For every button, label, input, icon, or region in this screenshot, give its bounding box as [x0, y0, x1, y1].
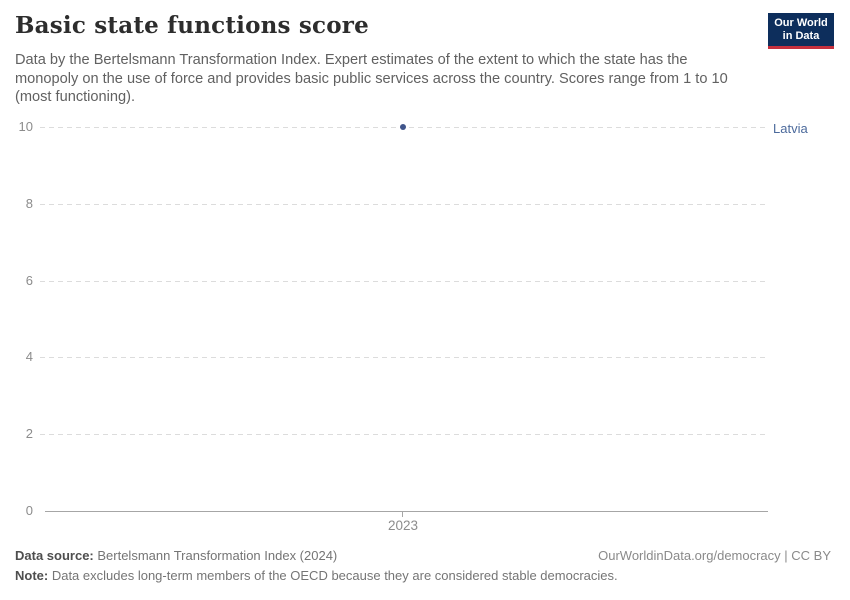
footer-note-line: Note: Data excludes long-term members of…: [15, 568, 618, 583]
x-axis-line: [45, 511, 768, 512]
chart-subtitle: Data by the Bertelsmann Transformation I…: [15, 52, 728, 105]
y-axis-tick-label: 2: [25, 426, 33, 441]
note-text: Data excludes long-term members of the O…: [48, 568, 618, 583]
owid-logo[interactable]: Our World in Data: [768, 13, 834, 49]
gridline: [40, 434, 768, 435]
y-axis-tick-label: 0: [25, 503, 33, 518]
source-text: Bertelsmann Transformation Index (2024): [93, 548, 338, 563]
x-axis-tick-label: 2023: [387, 518, 419, 533]
y-axis-tick-label: 8: [25, 196, 33, 211]
gridline: [40, 281, 768, 282]
gridline: [40, 357, 768, 358]
data-point-latvia-2023[interactable]: [400, 124, 406, 130]
gridline: [40, 204, 768, 205]
y-axis-tick-label: 6: [25, 273, 33, 288]
y-axis-tick-label: 10: [18, 119, 33, 134]
owid-logo-line2: in Data: [782, 30, 820, 42]
page-title: Basic state functions score: [15, 12, 369, 39]
footer-source-line: Data source: Bertelsmann Transformation …: [15, 548, 337, 563]
owid-logo-line1: Our World: [774, 17, 828, 29]
source-label: Data source:: [15, 548, 94, 563]
note-label: Note:: [15, 568, 49, 583]
entity-label-latvia[interactable]: Latvia: [773, 121, 808, 136]
y-axis-tick-label: 4: [25, 349, 33, 364]
owid-url-license-link[interactable]: OurWorldinData.org/democracy | CC BY: [598, 548, 831, 563]
x-axis-tick-mark: [402, 511, 403, 517]
